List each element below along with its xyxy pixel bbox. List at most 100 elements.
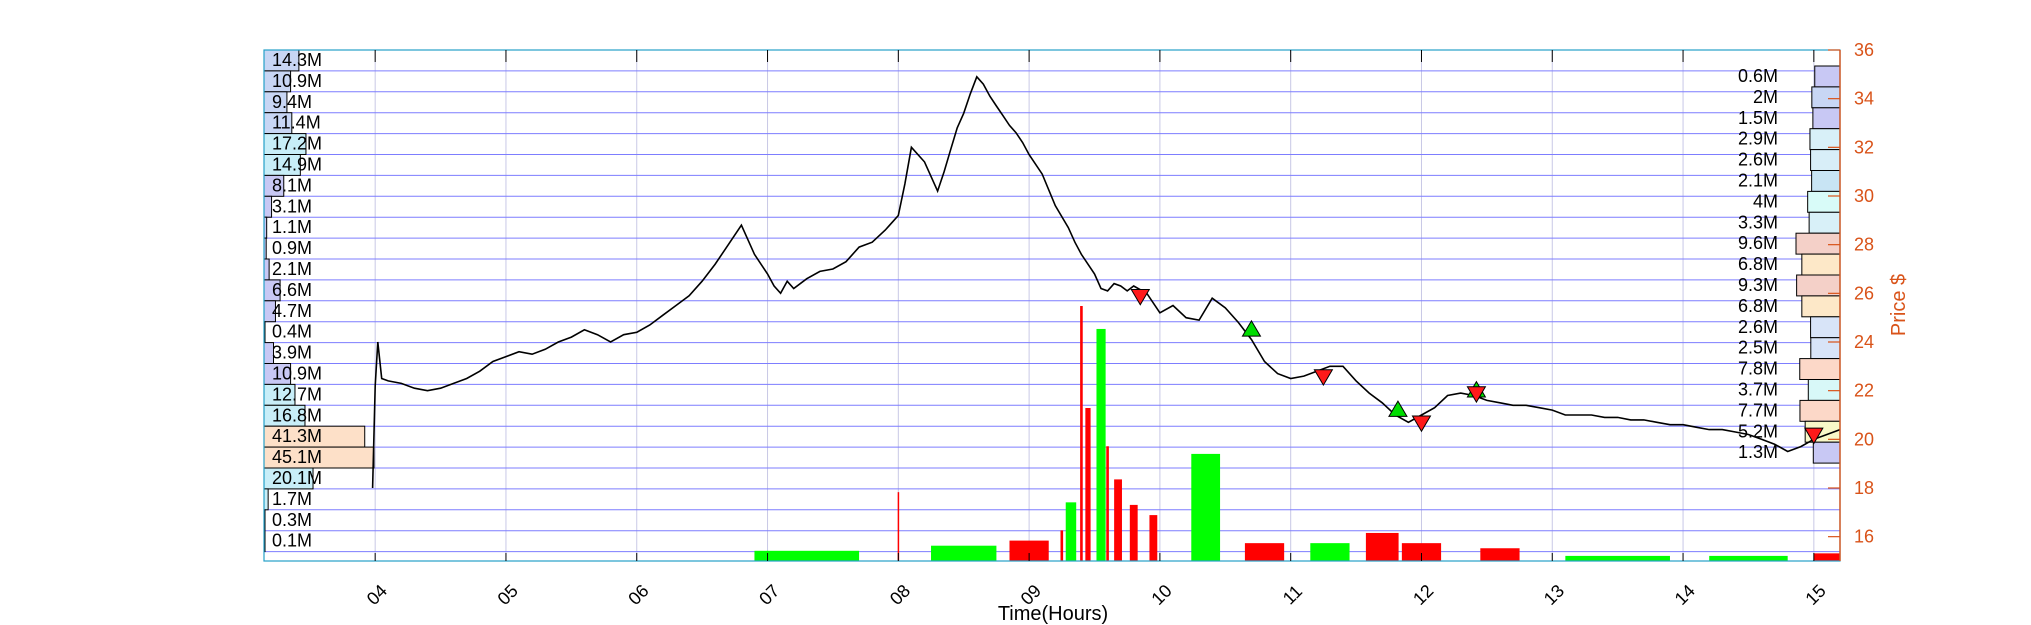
volume-profile-right-label: 9.6M xyxy=(1738,233,1778,253)
plot-background xyxy=(264,50,1840,561)
volume-profile-right-bar xyxy=(1807,190,1841,213)
x-tick-label: 04 xyxy=(363,581,391,609)
volume-profile-right-label: 2M xyxy=(1753,87,1778,107)
volume-profile-right-bar xyxy=(1812,107,1841,130)
volume-profile-left-label: 41.3M xyxy=(272,426,322,446)
volume-profile-right-label: 1.5M xyxy=(1738,108,1778,128)
volume-profile-right-bar xyxy=(1810,337,1841,360)
volume-profile-left-label: 12.7M xyxy=(272,384,322,404)
volume-profile-right-bar xyxy=(1812,441,1841,464)
volume-profile-left-label: 3.9M xyxy=(272,343,312,363)
volume-profile-left-label: 14.3M xyxy=(272,50,322,70)
volume-profile-right-label: 9.3M xyxy=(1738,275,1778,295)
volume-profile-left-label: 0.1M xyxy=(272,531,312,551)
volume-profile-right-bar xyxy=(1808,211,1841,234)
y-tick-label: 22 xyxy=(1854,381,1874,401)
buy-marker xyxy=(1241,319,1262,337)
volume-profile-right-bar xyxy=(1811,86,1841,109)
volume-profile-right-label: 2.6M xyxy=(1738,150,1778,170)
volume-bar xyxy=(931,545,997,561)
volume-bar xyxy=(1129,504,1138,561)
volume-bar xyxy=(1310,543,1350,561)
y-tick-label: 18 xyxy=(1854,478,1874,498)
volume-profile-left: 14.3M10.9M9.4M11.4M17.2M14.9M8.1M3.1M1.1… xyxy=(263,49,375,553)
volume-profile-right-label: 7.7M xyxy=(1738,400,1778,420)
volume-profile-right-bar xyxy=(1814,65,1841,88)
volume-profile-right-label: 3.3M xyxy=(1738,212,1778,232)
volume-profile-left-label: 20.1M xyxy=(272,468,322,488)
volume-profile-left-label: 6.6M xyxy=(272,280,312,300)
volume-profile-right-label: 2.9M xyxy=(1738,129,1778,149)
volume-bar xyxy=(1080,306,1083,561)
volume-profile-right-label: 2.1M xyxy=(1738,171,1778,191)
x-tick-label: 06 xyxy=(624,581,652,609)
volume-bar xyxy=(1106,446,1109,561)
volume-profile-right-label: 2.6M xyxy=(1738,317,1778,337)
volume-profile-left-label: 3.1M xyxy=(272,196,312,216)
y-tick-label: 16 xyxy=(1854,527,1874,547)
y-tick-label: 28 xyxy=(1854,235,1874,255)
volume-bar xyxy=(1565,555,1670,561)
right-axis-title: Price $ xyxy=(1888,274,1910,336)
x-axis-title: Time(Hours) xyxy=(998,603,1108,625)
x-tick-label: 08 xyxy=(886,581,914,609)
volume-profile-right-bar xyxy=(1795,232,1841,255)
x-tick-label: 11 xyxy=(1279,581,1306,608)
volume-profile-right-bar xyxy=(1799,399,1841,422)
volume-bar xyxy=(1096,328,1106,561)
y-tick-label: 26 xyxy=(1854,283,1874,303)
volume-bar xyxy=(1401,543,1442,561)
volume-bar xyxy=(1365,532,1399,561)
y-tick-label: 34 xyxy=(1854,89,1874,109)
volume-profile-right-label: 2.5M xyxy=(1738,338,1778,358)
volume-profile-left-bar xyxy=(263,488,269,511)
x-tick-label: 12 xyxy=(1409,581,1437,609)
volume-profile-right-label: 3.7M xyxy=(1738,380,1778,400)
volume-profile-right-label: 4M xyxy=(1753,191,1778,211)
x-tick-label: 10 xyxy=(1148,581,1176,609)
volume-bar xyxy=(1149,515,1158,561)
buy-marker xyxy=(1388,400,1408,417)
volume-bar xyxy=(1085,408,1091,561)
volume-profile-left-label: 10.9M xyxy=(272,71,322,91)
sell-marker xyxy=(1803,427,1824,445)
volume-bar xyxy=(1065,502,1077,561)
volume-profile-left-label: 9.4M xyxy=(272,92,312,112)
volume-profile-right-bar xyxy=(1810,316,1841,339)
volume-bar xyxy=(1813,553,1840,561)
price-line xyxy=(371,75,1841,489)
x-tick-label: 15 xyxy=(1801,581,1829,609)
right-price-axis: 16 18 20 22 24 26 28 30 32 34 36 xyxy=(1828,40,1874,561)
y-tick-label: 24 xyxy=(1854,332,1874,352)
y-tick-label: 30 xyxy=(1854,186,1874,206)
sell-marker xyxy=(1313,369,1334,387)
y-tick-label: 32 xyxy=(1854,137,1874,157)
volume-bar xyxy=(1709,555,1788,561)
y-tick-label: 36 xyxy=(1854,40,1874,60)
volume-profile-right-label: 7.8M xyxy=(1738,359,1778,379)
volume-profile-right-label: 5.2M xyxy=(1738,421,1778,441)
volume-bar xyxy=(754,550,860,561)
volume-bar xyxy=(1244,543,1285,561)
volume-profile-right-label: 6.8M xyxy=(1738,254,1778,274)
volume-profile-right-label: 1.3M xyxy=(1738,442,1778,462)
volume-profile-left-label: 14.9M xyxy=(272,155,322,175)
volume-profile-left-label: 45.1M xyxy=(272,447,322,467)
volume-profile-right-bar xyxy=(1809,128,1841,151)
volume-profile-right-label: 0.6M xyxy=(1738,66,1778,86)
volume-profile-left-bar xyxy=(263,195,273,218)
volume-profile-left-label: 0.4M xyxy=(272,322,312,342)
y-tick-label: 20 xyxy=(1854,429,1874,449)
x-tick-label: 14 xyxy=(1671,581,1699,609)
volume-bars xyxy=(754,306,1840,561)
volume-profile-right: 0.6M2M1.5M2.9M2.6M2.1M4M3.3M9.6M6.8M9.3M… xyxy=(1738,65,1841,464)
volume-profile-left-label: 16.8M xyxy=(272,405,322,425)
volume-profile-left-label: 2.1M xyxy=(272,259,312,279)
volume-profile-left-label: 0.3M xyxy=(272,510,312,530)
volume-profile-left-label: 11.4M xyxy=(272,113,321,133)
volume-profile-left-label: 17.2M xyxy=(272,134,322,154)
top-ticks xyxy=(374,50,1815,62)
trade-markers xyxy=(1130,288,1824,445)
volume-profile-right-bar xyxy=(1801,253,1841,276)
